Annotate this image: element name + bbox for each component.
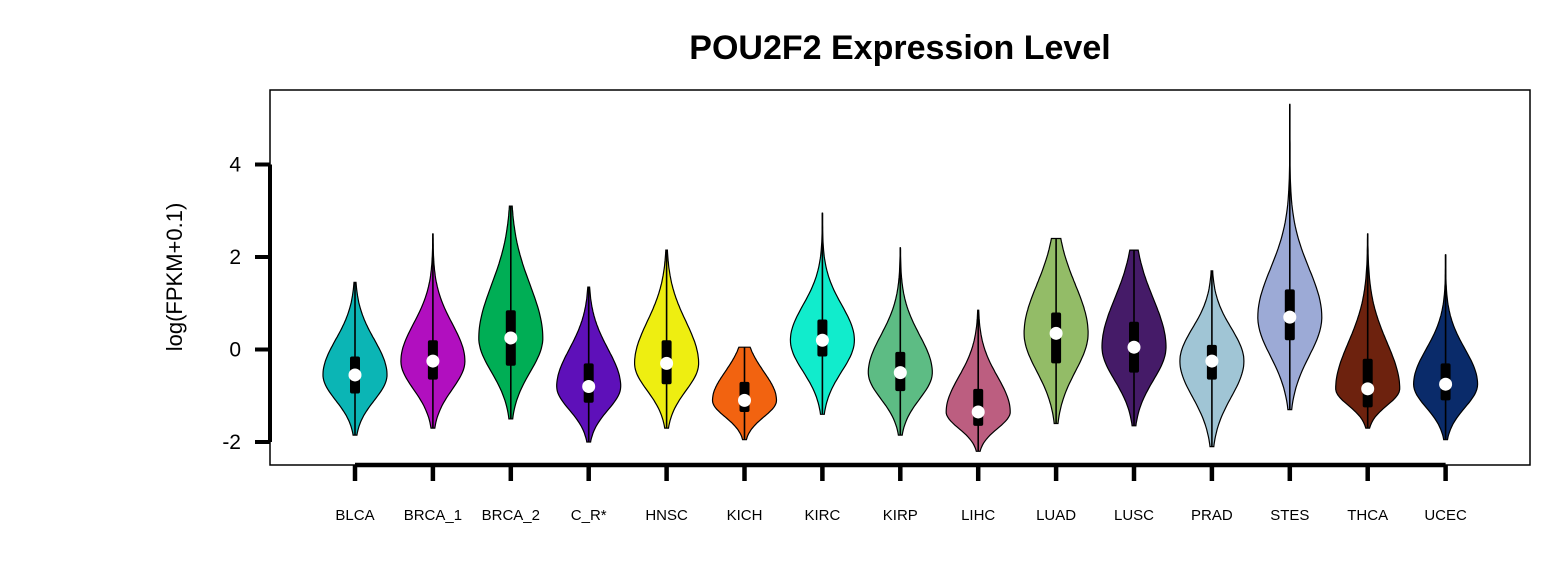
x-tick-label: UCEC	[1424, 507, 1467, 524]
violin-group-lihc	[945, 309, 1011, 452]
x-tick-label: KICH	[727, 507, 763, 524]
y-tick-label: -2	[222, 431, 241, 454]
y-axis-label: log(FPKM+0.1)	[162, 203, 187, 352]
violin-group-stes	[1257, 103, 1323, 411]
x-tick-label: HNSC	[645, 507, 688, 524]
violins-layer	[322, 103, 1479, 452]
y-tick-label: 2	[229, 246, 241, 269]
x-tick-label: LIHC	[961, 507, 995, 524]
x-axis: BLCA BRCA_1 BRCA_2 C_R* HNSC KICH KIRC KIRP LIHC…	[335, 462, 1467, 524]
x-tick-label: STES	[1270, 507, 1309, 524]
violin-median-point	[1205, 354, 1219, 368]
violin-group-prad	[1179, 270, 1245, 448]
violin-median-point	[660, 356, 674, 370]
violin-group-thca	[1335, 233, 1401, 429]
violin-group-c-r-	[556, 286, 622, 443]
x-tick-label: BRCA_1	[404, 507, 462, 524]
x-tick-label: C_R*	[571, 507, 607, 524]
chart-title: POU2F2 Expression Level	[689, 29, 1110, 67]
y-tick-label: 4	[229, 154, 241, 177]
violin-median-point	[1127, 340, 1141, 354]
violin-median-point	[1361, 382, 1375, 396]
violin-median-point	[1439, 377, 1453, 391]
violin-group-brca-2	[478, 205, 544, 420]
violin-group-kich	[711, 346, 778, 441]
violin-median-point	[582, 380, 596, 393]
x-tick-label: BRCA_2	[482, 507, 540, 524]
x-tick-label: KIRC	[804, 507, 840, 524]
violin-median-point	[1283, 310, 1297, 324]
x-tick-label: LUAD	[1036, 507, 1076, 524]
violin-group-blca	[322, 281, 388, 436]
x-tick-label: THCA	[1347, 507, 1388, 524]
y-axis: -2 0 2 4	[222, 154, 272, 454]
x-tick-label: PRAD	[1191, 507, 1233, 524]
x-tick-label: KIRP	[883, 507, 918, 524]
violin-median-point	[971, 405, 985, 419]
violin-group-luad	[1023, 237, 1089, 425]
violin-group-kirc	[789, 212, 856, 415]
violin-group-kirp	[867, 247, 933, 436]
x-tick-label: LUSC	[1114, 507, 1154, 524]
violin-median-point	[815, 333, 829, 347]
violin-group-hnsc	[634, 249, 700, 429]
violin-median-point	[504, 331, 518, 345]
violin-group-lusc	[1101, 249, 1167, 427]
x-tick-label: BLCA	[335, 507, 374, 524]
y-tick-label: 0	[229, 339, 241, 362]
violin-median-point	[426, 354, 440, 368]
violin-median-point	[893, 366, 907, 380]
violin-median-point	[738, 393, 751, 407]
violin-median-point	[348, 368, 362, 382]
violin-median-point	[1049, 326, 1063, 340]
violin-group-brca-1	[400, 233, 466, 429]
violin-group-ucec	[1412, 254, 1479, 441]
